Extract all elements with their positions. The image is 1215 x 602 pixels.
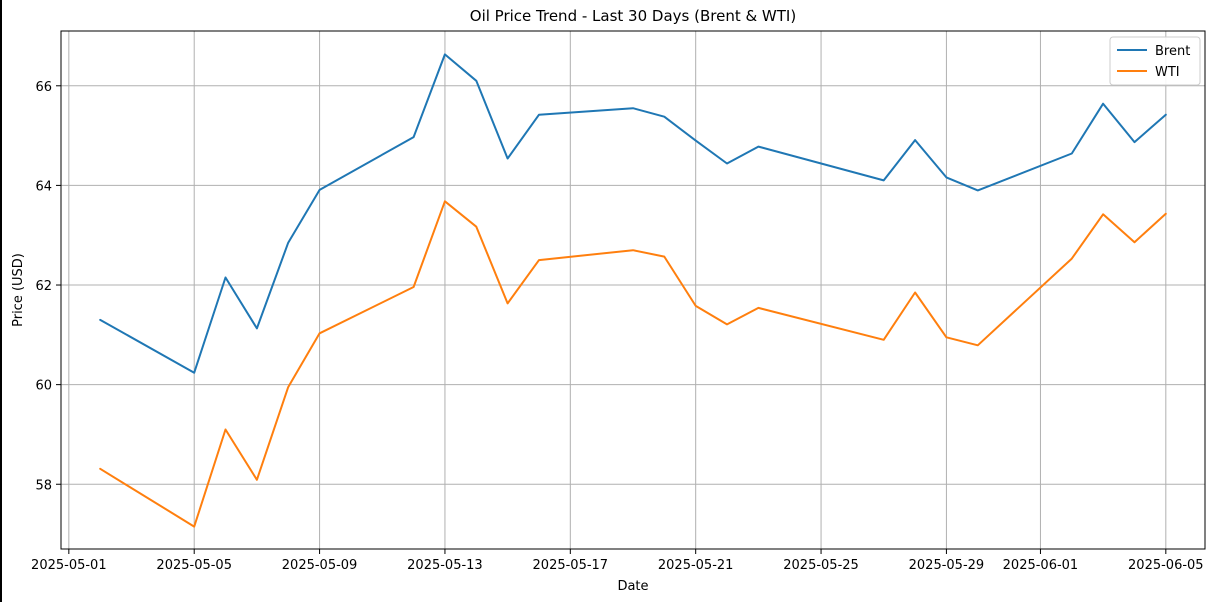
- x-axis-label: Date: [617, 579, 648, 594]
- x-tick-label: 2025-05-29: [909, 558, 985, 573]
- x-tick-label: 2025-05-13: [407, 558, 483, 573]
- plot-frame: [60, 30, 1206, 550]
- x-tick-label: 2025-05-09: [282, 558, 358, 573]
- window-edge: [0, 0, 2, 602]
- series-lines: [99, 53, 1167, 528]
- legend-label-wti: WTI: [1155, 65, 1180, 80]
- y-tick-label: 64: [35, 179, 52, 194]
- legend-label-brent: Brent: [1155, 44, 1190, 59]
- chart-title: Oil Price Trend - Last 30 Days (Brent & …: [470, 7, 796, 25]
- x-tick-label: 2025-05-05: [156, 558, 232, 573]
- y-tick-label: 58: [35, 478, 52, 493]
- y-axis-ticks: 58 60 62 64 66: [35, 80, 61, 493]
- grid: [61, 31, 1205, 549]
- x-tick-label: 2025-06-05: [1128, 558, 1204, 573]
- y-tick-label: 60: [35, 379, 52, 394]
- y-tick-label: 62: [35, 279, 52, 294]
- x-tick-label: 2025-05-25: [783, 558, 859, 573]
- x-tick-label: 2025-06-01: [1003, 558, 1079, 573]
- y-tick-label: 66: [35, 80, 52, 95]
- x-axis-ticks: 2025-05-01 2025-05-05 2025-05-09 2025-05-13…: [31, 549, 1204, 573]
- series-line-brent: [99, 53, 1167, 374]
- x-tick-label: 2025-05-21: [658, 558, 734, 573]
- series-line-wti: [99, 200, 1167, 528]
- x-tick-label: 2025-05-01: [31, 558, 107, 573]
- x-tick-label: 2025-05-17: [533, 558, 609, 573]
- y-axis-label: Price (USD): [11, 253, 26, 327]
- legend: Brent WTI: [1109, 36, 1201, 86]
